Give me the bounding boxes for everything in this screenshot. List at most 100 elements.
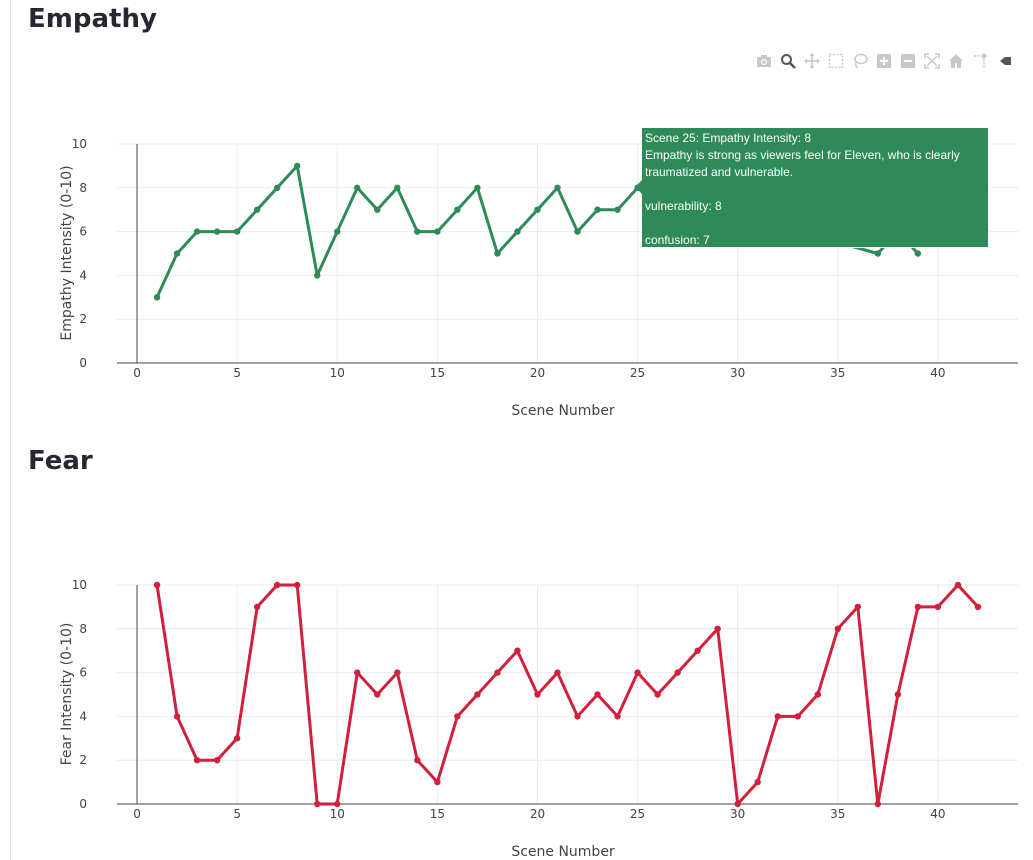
empathy-data-point[interactable]: [454, 206, 461, 213]
fear-data-point[interactable]: [454, 713, 461, 720]
fear-data-point[interactable]: [754, 778, 761, 786]
empathy-ytick-label: 4: [79, 268, 87, 282]
fear-data-point[interactable]: [674, 669, 681, 676]
empathy-xtick-label: 25: [630, 366, 645, 380]
empathy-section-title: Empathy: [28, 4, 157, 34]
empathy-data-point[interactable]: [334, 228, 341, 235]
fear-data-point[interactable]: [173, 713, 181, 720]
empathy-data-point[interactable]: [914, 250, 922, 257]
fear-data-point[interactable]: [474, 691, 481, 698]
empathy-data-point[interactable]: [514, 228, 521, 235]
fear-series-line: [155, 583, 980, 806]
empathy-data-point[interactable]: [434, 228, 441, 235]
fear-data-point[interactable]: [394, 669, 401, 676]
fear-data-point[interactable]: [574, 713, 581, 720]
empathy-data-point[interactable]: [173, 250, 181, 257]
fear-data-point[interactable]: [273, 581, 281, 589]
fear-data-point[interactable]: [253, 603, 261, 611]
fear-xtick-label: 25: [630, 807, 645, 821]
empathy-data-point[interactable]: [874, 250, 882, 257]
empathy-xtick-label: 15: [430, 366, 445, 380]
fear-data-point[interactable]: [874, 800, 882, 808]
autoscale-icon[interactable]: [922, 51, 942, 71]
fear-data-point[interactable]: [734, 800, 741, 808]
camera-icon[interactable]: [754, 51, 774, 71]
empathy-axes: [117, 144, 1018, 364]
empathy-data-point[interactable]: [213, 228, 221, 235]
empathy-data-point[interactable]: [294, 162, 301, 170]
fear-xtick-label: 20: [530, 807, 545, 821]
fear-data-point[interactable]: [794, 713, 801, 720]
lasso-icon[interactable]: [850, 51, 870, 71]
fear-data-point[interactable]: [233, 735, 241, 742]
fear-data-point[interactable]: [914, 603, 922, 611]
fear-xtick-label: 10: [330, 807, 345, 821]
empathy-data-point[interactable]: [153, 294, 161, 301]
tooltip-description: Empathy is strong as viewers feel for El…: [645, 148, 964, 179]
fear-data-point[interactable]: [694, 647, 701, 654]
empathy-data-point[interactable]: [474, 184, 481, 191]
fear-data-point[interactable]: [614, 713, 621, 720]
fear-data-point[interactable]: [354, 669, 361, 676]
fear-data-point[interactable]: [514, 647, 521, 654]
fear-data-point[interactable]: [374, 691, 381, 698]
fear-data-point[interactable]: [894, 691, 902, 698]
empathy-data-point[interactable]: [614, 206, 621, 213]
fear-data-point[interactable]: [534, 691, 541, 698]
fear-data-point[interactable]: [193, 757, 201, 764]
empathy-data-point[interactable]: [494, 250, 501, 257]
fear-xtick-label: 15: [430, 807, 445, 821]
fear-data-point[interactable]: [714, 625, 721, 632]
box-select-icon[interactable]: [826, 51, 846, 71]
empathy-series-line: [155, 164, 920, 298]
empathy-data-point[interactable]: [314, 272, 321, 279]
fear-data-point[interactable]: [434, 778, 441, 786]
reset-axes-icon[interactable]: [946, 51, 966, 71]
fear-series: [153, 581, 982, 808]
hover-compare-icon[interactable]: [994, 51, 1014, 71]
fear-data-point[interactable]: [974, 603, 982, 611]
empathy-data-point[interactable]: [554, 184, 561, 191]
tooltip-arrow: [635, 180, 642, 194]
tooltip-detail-vulnerability: vulnerability: 8: [645, 199, 722, 213]
empathy-data-point[interactable]: [253, 206, 261, 213]
zoom-icon[interactable]: [778, 51, 798, 71]
fear-data-point[interactable]: [814, 691, 821, 698]
fear-data-point[interactable]: [213, 757, 221, 764]
zoom-in-icon[interactable]: [874, 51, 894, 71]
fear-data-point[interactable]: [954, 581, 962, 589]
pan-icon[interactable]: [802, 51, 822, 71]
fear-data-point[interactable]: [854, 603, 862, 611]
empathy-data-point[interactable]: [594, 206, 601, 213]
spike-lines-icon[interactable]: [970, 51, 990, 71]
fear-ytick-label: 0: [79, 797, 87, 811]
fear-data-point[interactable]: [934, 603, 942, 611]
fear-data-point[interactable]: [494, 669, 501, 676]
empathy-data-point[interactable]: [534, 206, 541, 213]
empathy-tick-labels: 0 5 10 15 20 25 30 35 40 0 2 4 6 8 10: [72, 137, 946, 380]
empathy-data-point[interactable]: [233, 228, 241, 235]
empathy-ytick-label: 0: [79, 356, 87, 370]
fear-data-point[interactable]: [314, 800, 321, 808]
fear-ytick-label: 4: [79, 709, 87, 723]
empathy-data-point[interactable]: [193, 228, 201, 235]
fear-data-point[interactable]: [153, 581, 161, 589]
empathy-data-point[interactable]: [273, 184, 281, 191]
fear-data-point[interactable]: [334, 800, 341, 808]
zoom-out-icon[interactable]: [898, 51, 918, 71]
empathy-data-point[interactable]: [394, 184, 401, 191]
fear-data-point[interactable]: [294, 581, 301, 589]
empathy-data-point[interactable]: [574, 228, 581, 235]
empathy-data-point[interactable]: [414, 228, 421, 235]
empathy-data-point[interactable]: [354, 184, 361, 191]
fear-data-point[interactable]: [654, 691, 661, 698]
fear-data-point[interactable]: [774, 713, 781, 720]
fear-data-point[interactable]: [634, 669, 641, 676]
fear-data-point[interactable]: [414, 757, 421, 764]
empathy-xtick-label: 35: [830, 366, 845, 380]
fear-data-point[interactable]: [594, 691, 601, 698]
fear-data-point[interactable]: [834, 625, 841, 632]
fear-data-point[interactable]: [554, 669, 561, 676]
empathy-xtick-label: 20: [530, 366, 545, 380]
empathy-data-point[interactable]: [374, 206, 381, 213]
